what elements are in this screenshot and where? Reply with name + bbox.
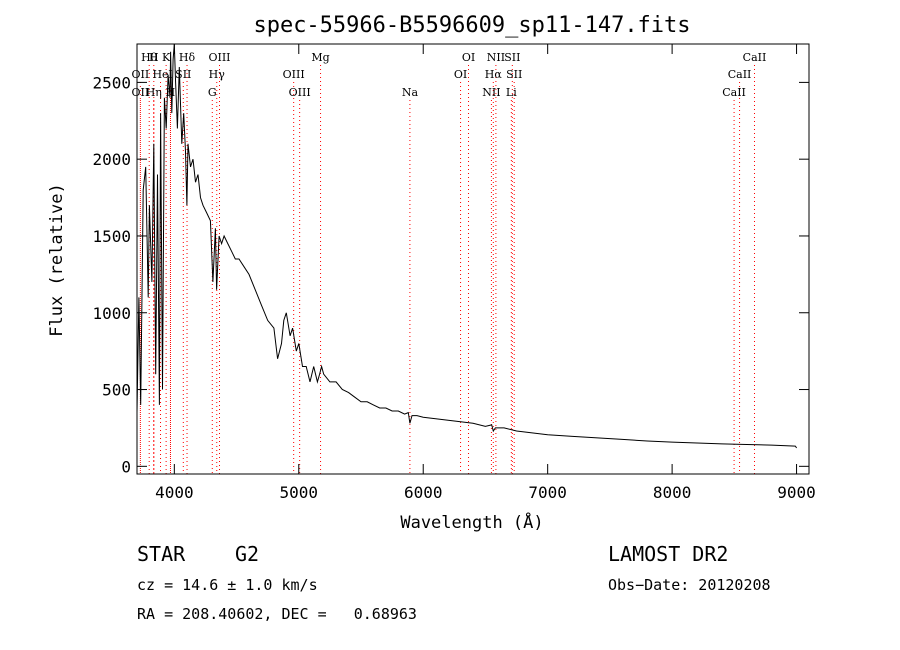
spectral-line-label: Hδ	[179, 51, 196, 64]
x-tick-label: 6000	[404, 483, 443, 502]
spectrum-flux-line	[136, 43, 798, 449]
survey-name: LAMOST DR2	[608, 542, 729, 566]
spectral-line-label: I	[168, 68, 172, 81]
spectral-line-label: OI	[462, 51, 475, 64]
spectral-line-label: OII	[132, 68, 150, 81]
spectral-line-label: Hγ	[209, 68, 226, 81]
x-tick-label: 8000	[653, 483, 692, 502]
spectral-line-label: Mg	[311, 51, 329, 64]
y-tick-label: 1000	[92, 304, 131, 323]
x-tick-label: 9000	[777, 483, 816, 502]
spectral-line-label: Na	[402, 86, 419, 99]
x-axis-label: Wavelength (Å)	[400, 511, 543, 533]
object-class: STAR	[137, 542, 186, 566]
spectral-line-label: OIII	[283, 68, 305, 81]
spectral-line-label: Li	[506, 86, 517, 99]
spectral-line-label: H	[149, 51, 159, 64]
y-tick-label: 0	[121, 457, 131, 476]
y-axis-label: Flux (relative)	[47, 183, 67, 337]
y-tick-label: 1500	[92, 227, 131, 246]
y-tick-label: 2000	[92, 150, 131, 169]
spectral-line-label: NII	[482, 86, 500, 99]
spectral-line-label: CaII	[728, 68, 752, 81]
spectral-line-label: Hη	[146, 86, 162, 99]
obs-date: Obs−Date: 20120208	[608, 576, 771, 594]
spectral-line-label: SII	[506, 68, 522, 81]
plot-frame	[136, 43, 810, 475]
x-axis-ticks: 4000 5000 6000 7000 8000 9000	[155, 44, 816, 502]
y-axis-ticks: 0 500 1000 1500 2000 2500	[92, 73, 809, 476]
spectral-line-label: Hα	[485, 68, 503, 81]
spectral-line-label: SII	[175, 68, 191, 81]
x-tick-label: 5000	[280, 483, 319, 502]
ra-dec: RA = 208.40602, DEC = 0.68963	[137, 605, 417, 623]
spectral-line-label: H	[166, 86, 176, 99]
spectral-line-label: K	[162, 51, 171, 64]
x-tick-label: 7000	[528, 483, 567, 502]
spectral-line-label: NII	[487, 51, 505, 64]
spectral-line-label: Hθ	[141, 51, 158, 64]
spectral-line-label: OI	[454, 68, 467, 81]
y-tick-label: 2500	[92, 73, 131, 92]
spectral-line-label: CaII	[743, 51, 767, 64]
object-subclass: G2	[235, 542, 260, 566]
redshift-cz: cz = 14.6 ± 1.0 km/s	[137, 576, 318, 594]
x-tick-label: 4000	[155, 483, 194, 502]
spectral-line-label: OIII	[208, 51, 230, 64]
spectral-line-label: CaII	[722, 86, 746, 99]
spectral-line-label: G	[208, 86, 217, 99]
chart-title: spec-55966-B5596609_sp11-147.fits	[253, 13, 690, 38]
y-tick-label: 500	[102, 381, 131, 400]
spectral-line-markers	[139, 65, 755, 474]
spectral-line-label: OIII	[289, 86, 311, 99]
spectral-line-labels: Hθ OII OII H Hη He KIH SII Hδ OIII Hγ G Mg OIII OIII Na…	[132, 51, 767, 99]
spectral-line-label: SII	[504, 51, 520, 64]
spectral-line-label: OII	[132, 86, 150, 99]
spectral-line-label: He	[152, 68, 168, 81]
